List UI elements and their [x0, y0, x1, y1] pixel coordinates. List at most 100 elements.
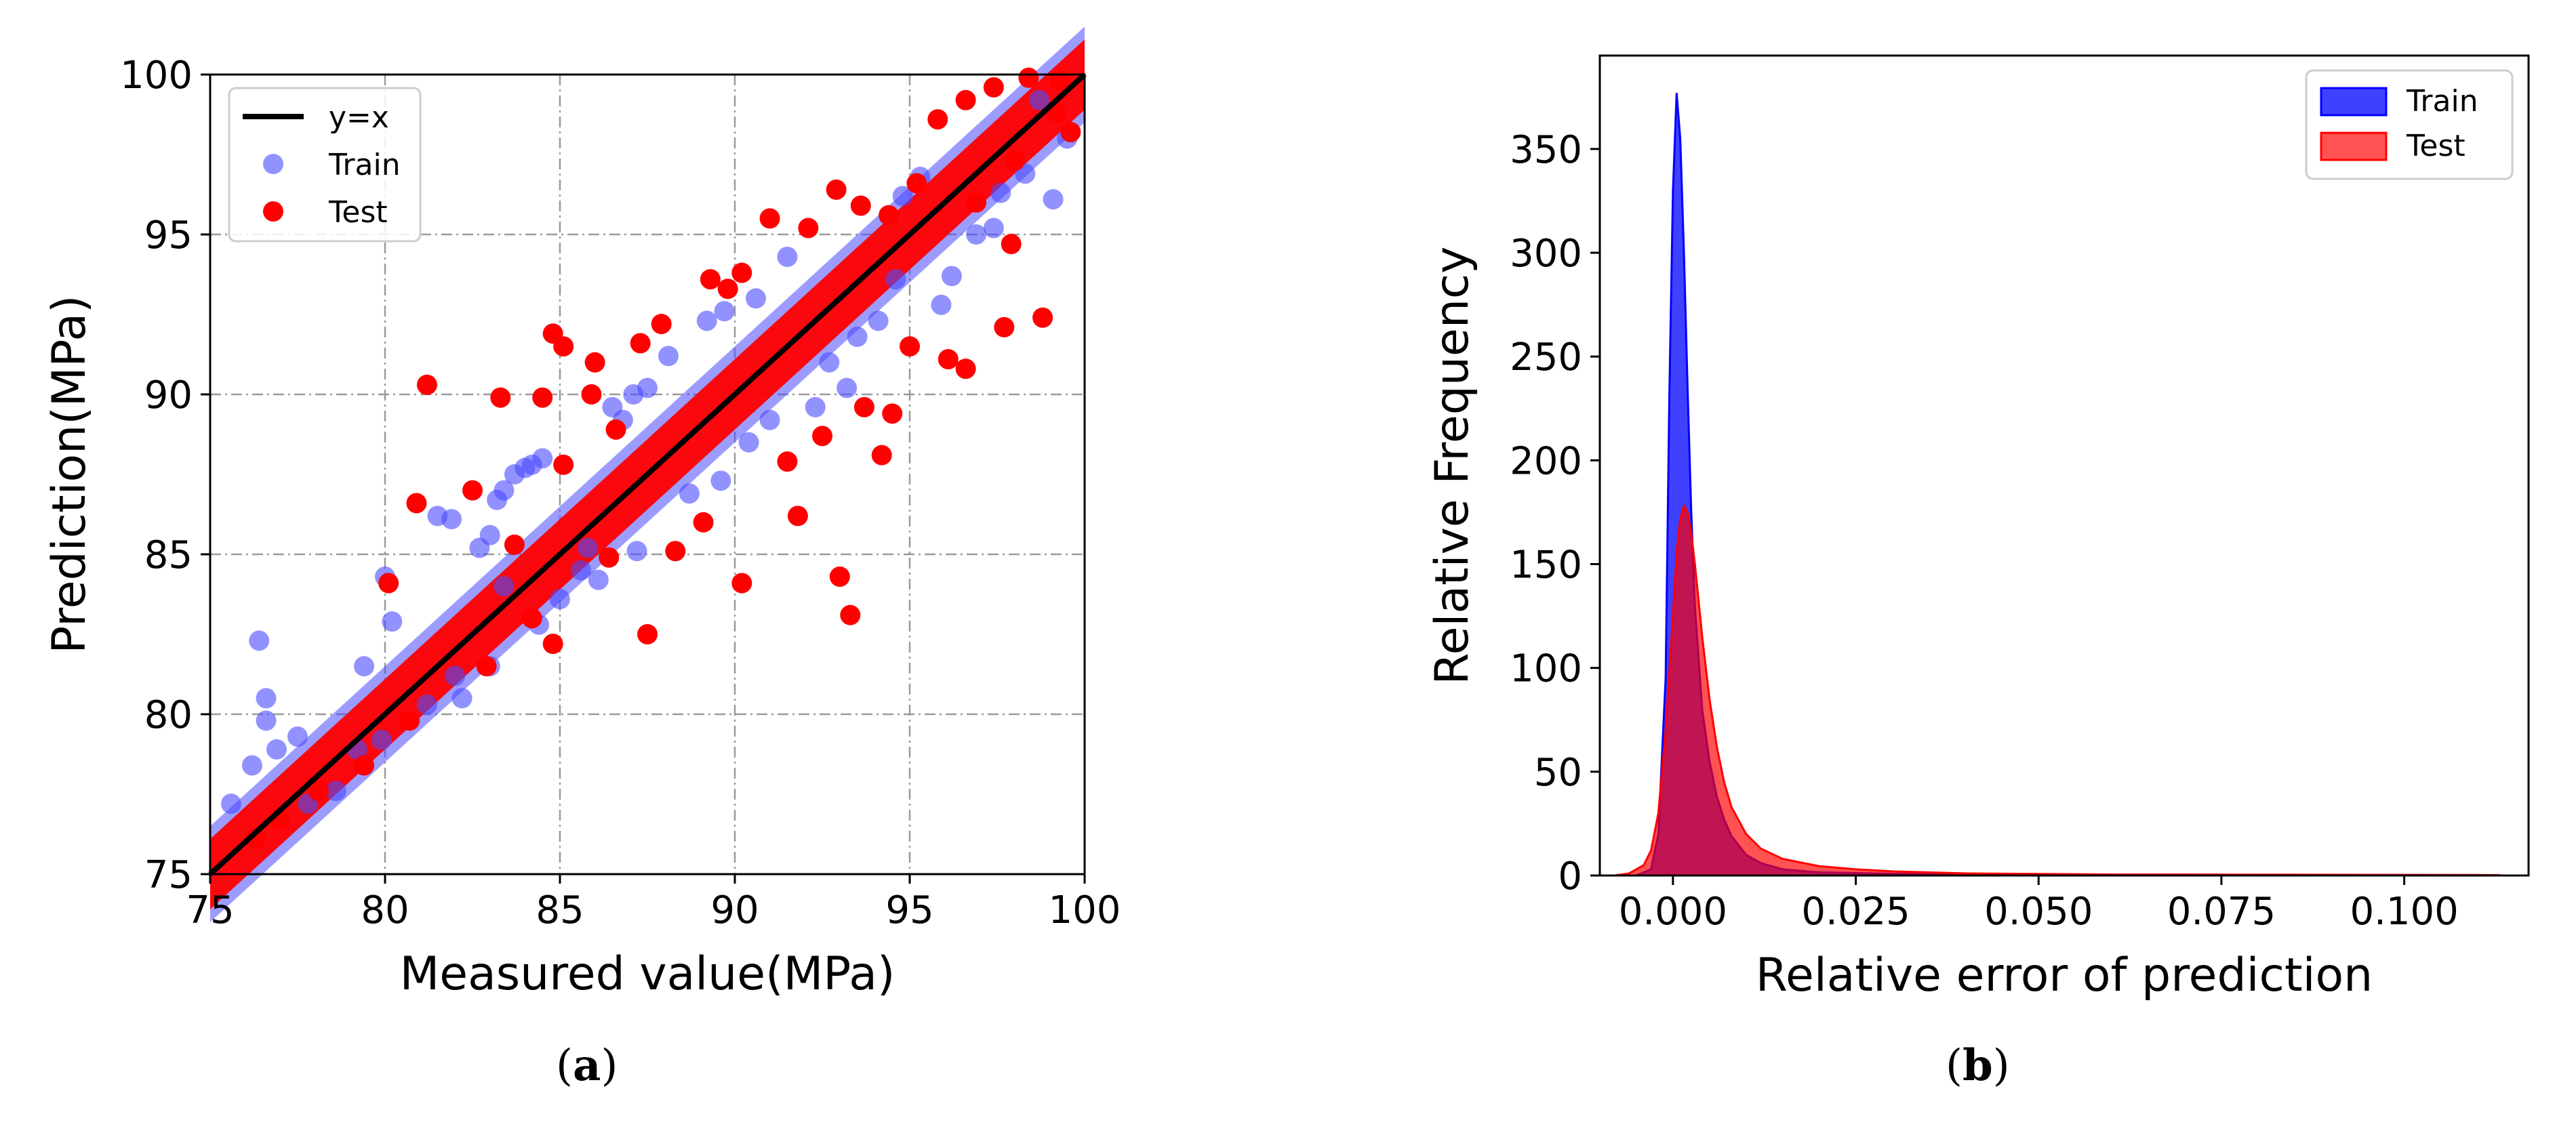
legend-label-line: y=x	[329, 100, 389, 135]
legend-train-marker	[2320, 87, 2388, 117]
train-point	[550, 589, 570, 610]
test-point	[966, 192, 987, 213]
test-point	[1018, 67, 1039, 88]
legend-test-marker	[2320, 131, 2388, 161]
x-tick-label: 75	[186, 888, 234, 932]
train-point	[441, 509, 462, 530]
y-tick-label: 200	[1510, 439, 1582, 483]
x-tick-label: 0.050	[1984, 890, 2093, 934]
train-point	[837, 377, 858, 398]
y-tick-label: 300	[1510, 232, 1582, 276]
test-point	[927, 109, 948, 130]
train-point	[256, 710, 277, 731]
test-point	[882, 403, 903, 424]
test-point	[1032, 307, 1053, 328]
test-point	[826, 179, 847, 200]
y-tick-label: 80	[144, 693, 193, 737]
legend-test-marker	[263, 201, 283, 222]
test-point	[599, 547, 620, 568]
test-point	[994, 316, 1015, 337]
test-point	[630, 333, 651, 354]
train-point	[637, 377, 658, 398]
train-point	[847, 327, 868, 348]
y-axis-label: Relative Frequency	[1426, 246, 1479, 684]
train-point	[745, 288, 766, 309]
train-point	[990, 182, 1011, 203]
test-point	[829, 566, 850, 588]
test-point	[521, 608, 542, 629]
train-point	[931, 294, 952, 315]
legend: Train Test	[2305, 69, 2514, 180]
test-point	[983, 77, 1004, 98]
chart-a: 75 80 85 90 95 100 75 80 85 90 95 100 Measured value…	[43, 26, 1121, 1001]
train-point	[371, 729, 392, 750]
x-tick-label: 0.100	[2350, 890, 2458, 934]
test-point	[759, 208, 780, 229]
x-tick-label: 90	[710, 888, 759, 932]
x-tick-label: 95	[885, 888, 933, 932]
test-point	[700, 269, 721, 290]
test-point	[476, 656, 497, 677]
test-point	[542, 634, 563, 655]
test-point	[665, 541, 686, 562]
y-tick-label: 250	[1510, 335, 1582, 379]
test-point	[553, 336, 574, 357]
x-tick-label: 80	[361, 888, 409, 932]
chart-b: 0.000 0.025 0.050 0.075 0.100 0 50 100 150 200 250…	[1426, 54, 2530, 1002]
train-point	[382, 611, 403, 632]
x-tick-label: 0.025	[1801, 890, 1910, 934]
train-point	[696, 310, 717, 331]
x-axis-label: Relative error of prediction	[1756, 949, 2373, 1002]
train-point	[819, 352, 840, 373]
y-tick-label: 350	[1510, 128, 1582, 172]
y-tick-label: 75	[144, 853, 193, 897]
test-point	[717, 279, 738, 300]
train-area	[1636, 93, 2478, 877]
train-point	[266, 739, 287, 760]
train-point	[445, 665, 466, 686]
test-point	[504, 534, 525, 555]
train-point	[983, 218, 1004, 239]
panel-label-b: (b)	[1946, 1040, 2010, 1091]
train-point	[451, 688, 472, 709]
train-point	[885, 269, 906, 290]
test-point	[605, 419, 626, 440]
y-tick-label: 90	[144, 373, 193, 417]
y-tick-label: 0	[1558, 854, 1582, 899]
train-point	[287, 726, 308, 747]
test-point	[532, 387, 553, 408]
legend-label-test: Test	[2406, 129, 2466, 163]
test-point	[490, 387, 511, 408]
train-point	[249, 630, 270, 651]
test-point	[462, 480, 483, 501]
train-point	[354, 656, 375, 677]
train-point	[1043, 189, 1064, 210]
test-point	[955, 358, 976, 379]
train-point	[256, 688, 277, 709]
train-point	[777, 247, 798, 268]
test-point	[871, 445, 892, 466]
test-point	[406, 493, 427, 514]
train-point	[578, 537, 599, 558]
y-tick-label: 50	[1534, 751, 1582, 795]
test-point	[1004, 150, 1025, 171]
y-tick-label: 100	[120, 54, 193, 98]
test-point	[777, 451, 798, 472]
train-point	[868, 310, 889, 331]
test-point	[1001, 234, 1022, 255]
test-area	[1614, 503, 2501, 877]
train-point	[941, 266, 962, 287]
train-point	[220, 794, 241, 815]
test-point	[787, 506, 808, 527]
train-point	[710, 470, 731, 491]
test-point	[906, 173, 927, 194]
test-point	[955, 89, 976, 110]
plot-frame	[209, 73, 1086, 876]
test-point	[879, 205, 900, 226]
test-point	[798, 218, 819, 239]
test-point	[637, 624, 658, 644]
test-point	[853, 396, 874, 417]
panel-label-a: (a)	[556, 1040, 618, 1091]
test-point	[553, 454, 574, 475]
